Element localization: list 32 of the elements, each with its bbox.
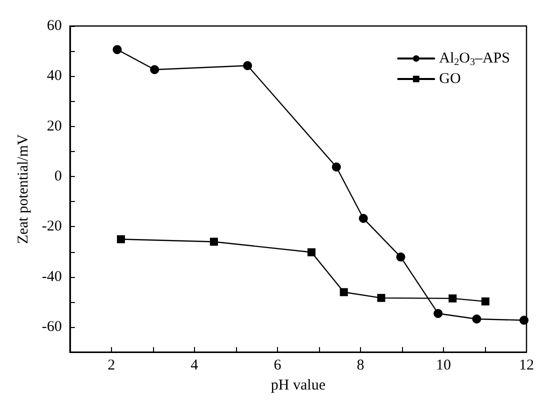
y-axis-title: Zeat potential/mV [16,134,32,244]
point [243,61,252,70]
point [307,248,316,256]
point [150,65,160,74]
y-tick-label: -20 [42,218,62,235]
point [358,214,368,223]
y-tick-label: 60 [46,18,62,34]
point [434,308,443,318]
x-tick-label: 6 [274,358,282,374]
legend-label: GO [439,71,461,87]
x-tick-label: 8 [356,358,364,374]
y-tick-label: -40 [42,268,62,285]
point [116,235,125,244]
point [481,297,490,306]
point [377,294,386,302]
y-tick-label: -60 [42,319,62,336]
x-tick-label: 4 [190,358,199,374]
point [340,288,348,296]
point [520,316,529,325]
point [210,238,218,246]
point [472,314,482,324]
x-tick-label: 10 [436,358,451,374]
point [112,45,122,54]
point [396,252,406,262]
x-axis-title: pH value [270,378,326,394]
x-tick-label: 2 [108,358,116,374]
y-tick-label: 0 [54,168,62,185]
y-tick-label: 40 [46,68,62,84]
point [448,294,457,302]
y-tick-label: 20 [46,118,62,134]
point [332,162,341,172]
x-tick-label: 12 [519,358,534,374]
